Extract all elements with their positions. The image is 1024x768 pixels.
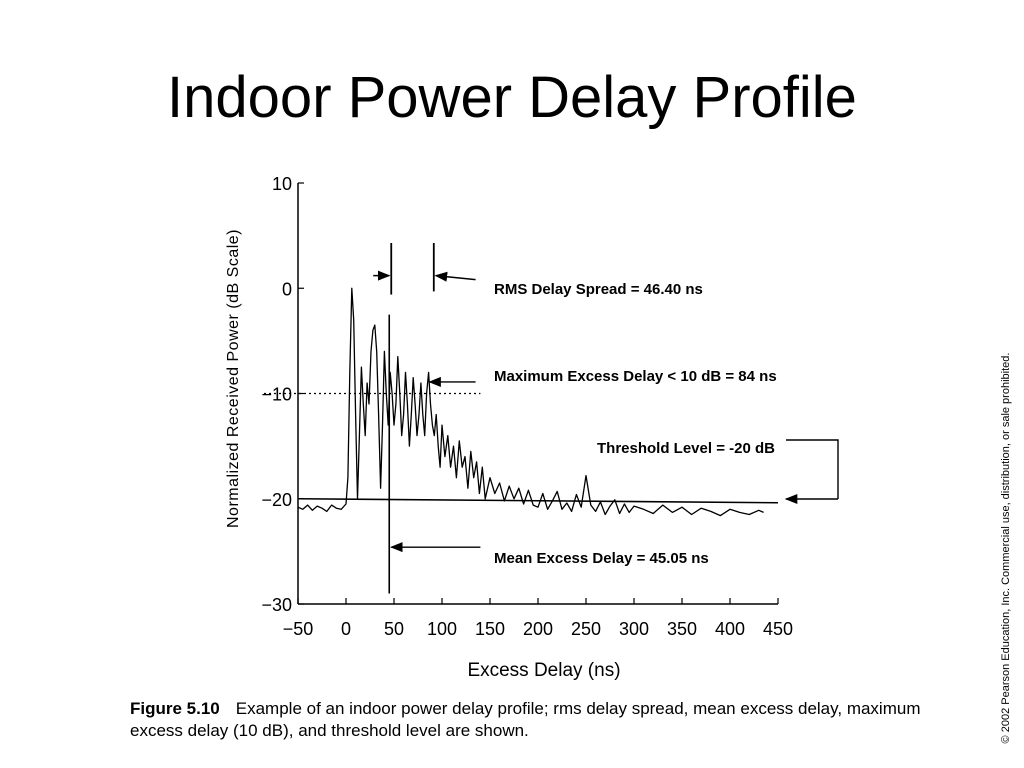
x-tick-label: 0 <box>341 619 351 639</box>
chart-guides <box>264 242 779 594</box>
slide-title: Indoor Power Delay Profile <box>167 65 857 130</box>
x-tick-label: 250 <box>571 619 601 639</box>
x-tick-label: 50 <box>384 619 404 639</box>
y-tick-label: 10 <box>272 174 292 194</box>
annotation-mean: Mean Excess Delay = 45.05 ns <box>494 550 709 567</box>
chart-ticks: 100−10−20−30−50 0 50 100 150 200 250 300 350 400 4… <box>261 174 793 639</box>
annotation-rms: RMS Delay Spread = 46.40 ns <box>494 281 703 298</box>
x-tick-label: 350 <box>667 619 697 639</box>
x-tick-label: 450 <box>763 619 793 639</box>
y-tick-label: −10 <box>261 385 292 405</box>
chart-trace <box>297 287 764 517</box>
rms-arrow-right <box>434 271 476 282</box>
x-axis-label: Excess Delay (ns) <box>467 660 620 681</box>
figure-caption-text: Example of an indoor power delay profile… <box>130 699 921 740</box>
chart-annotations: RMS Delay Spread = 46.40 ns Maximum Exces… <box>373 270 839 567</box>
x-tick-label: 300 <box>619 619 649 639</box>
copyright-text: © 2002 Pearson Education, Inc. Commercia… <box>1000 352 1012 744</box>
y-axis-label: Normalized Received Power (dB Scale) <box>225 229 242 528</box>
figure-label: Figure 5.10 <box>130 699 220 718</box>
threshold-bracket <box>786 439 839 499</box>
y-tick-label: 0 <box>282 279 292 299</box>
figure-caption: Figure 5.10 Example of an indoor power de… <box>130 698 960 742</box>
x-tick-label: −50 <box>283 619 314 639</box>
x-tick-label: 150 <box>475 619 505 639</box>
x-tick-label: 400 <box>715 619 745 639</box>
power-delay-trace <box>297 287 764 517</box>
annotation-max: Maximum Excess Delay < 10 dB = 84 ns <box>494 368 777 385</box>
x-tick-label: 100 <box>427 619 457 639</box>
annotation-threshold: Threshold Level = -20 dB <box>597 440 775 457</box>
threshold-line <box>297 497 779 504</box>
y-tick-label: −30 <box>261 595 292 615</box>
x-tick-label: 200 <box>523 619 553 639</box>
y-tick-label: −20 <box>261 490 292 510</box>
